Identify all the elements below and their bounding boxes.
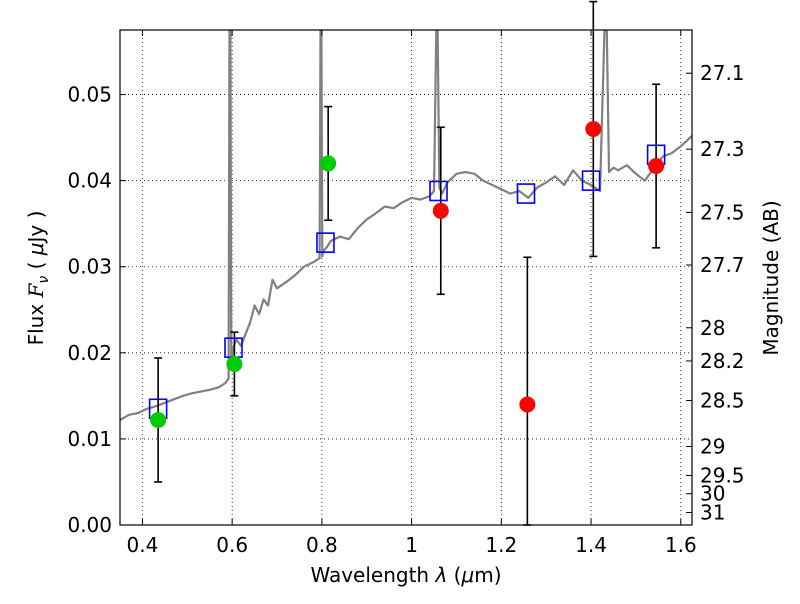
model-square [429, 180, 448, 202]
x-tick-label: 0.6 [216, 533, 248, 557]
x-axis-label: Wavelength λ (μm) [310, 563, 501, 587]
template-spectrum [120, 30, 692, 421]
model-square [516, 183, 536, 204]
model-square [316, 232, 335, 253]
y2-tick-label: 29 [700, 434, 725, 458]
y2-tick-label: 28.5 [700, 389, 745, 413]
y2-tick-label: 27.7 [700, 253, 745, 277]
x-tick-label: 1.2 [485, 533, 517, 557]
observed-photometry [150, 121, 665, 428]
y-tick-label: 0.05 [67, 83, 112, 107]
y2-tick-label: 29.5 [700, 463, 745, 487]
y2-tick-label: 31 [700, 501, 725, 525]
y2-tick-label: 27.5 [700, 200, 745, 224]
axis-ticks: 0.4 0.6 0.8 1 1.2 1.4 1.6 0.00 0.01 0.02 0.03 0.04 0… [67, 30, 745, 557]
y2-tick-label: 27.1 [700, 61, 745, 85]
spectrum-line [120, 30, 692, 421]
data-point [585, 121, 602, 137]
y-tick-label: 0.04 [67, 169, 112, 193]
data-point [150, 411, 167, 428]
y2-tick-label: 28.2 [700, 349, 745, 373]
y2-tick-label: 27.3 [700, 137, 745, 161]
model-square [581, 170, 601, 191]
data-point [320, 155, 337, 172]
x-tick-label: 0.4 [127, 533, 159, 557]
data-point [226, 356, 243, 373]
y-tick-label: 0.01 [67, 427, 112, 451]
data-point [519, 396, 536, 413]
y-tick-label: 0.02 [67, 341, 112, 365]
x-tick-label: 1.6 [665, 533, 697, 557]
x-tick-label: 1.4 [575, 533, 607, 557]
y-tick-label: 0.00 [67, 513, 112, 537]
y2-axis-label: Magnitude (AB) [759, 200, 783, 355]
y-tick-label: 0.03 [67, 255, 112, 279]
plot-frame [119, 29, 693, 526]
model-photometry [148, 144, 666, 420]
x-tick-label: 1 [405, 533, 418, 557]
y-axis-label: Flux Fν ( μJy ) [24, 211, 52, 346]
y2-tick-label: 28 [700, 316, 725, 340]
x-tick-label: 0.8 [306, 533, 338, 557]
data-point [432, 202, 449, 219]
y2-tick-label: 30 [700, 482, 725, 506]
grid [120, 30, 692, 525]
data-point [648, 158, 665, 175]
